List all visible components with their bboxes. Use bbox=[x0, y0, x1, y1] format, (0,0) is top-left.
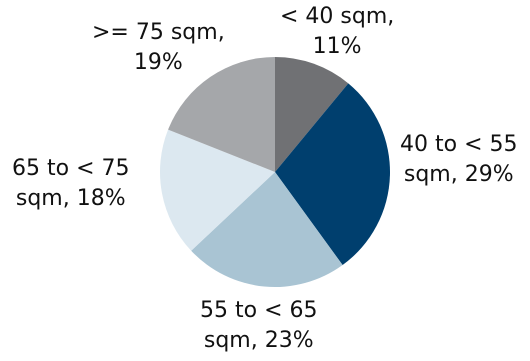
slice-label-55-65: 55 to < 65 sqm, 23% bbox=[200, 296, 318, 356]
slice-label-lt40-line2: 11% bbox=[280, 32, 394, 62]
slice-label-40-55-line1: 40 to < 55 bbox=[400, 130, 518, 160]
slice-label-ge75-line1: >= 75 sqm, bbox=[92, 18, 225, 48]
pie-slices bbox=[160, 57, 390, 287]
slice-label-40-55: 40 to < 55 sqm, 29% bbox=[400, 130, 518, 190]
slice-label-lt40: < 40 sqm, 11% bbox=[280, 2, 394, 62]
slice-label-55-65-line1: 55 to < 65 bbox=[200, 296, 318, 326]
slice-label-65-75-line1: 65 to < 75 bbox=[12, 154, 130, 184]
slice-label-ge75: >= 75 sqm, 19% bbox=[92, 18, 225, 78]
slice-label-lt40-line1: < 40 sqm, bbox=[280, 2, 394, 32]
slice-label-40-55-line2: sqm, 29% bbox=[400, 160, 518, 190]
slice-label-65-75-line2: sqm, 18% bbox=[12, 184, 130, 214]
slice-label-55-65-line2: sqm, 23% bbox=[200, 326, 318, 356]
slice-label-65-75: 65 to < 75 sqm, 18% bbox=[12, 154, 130, 214]
slice-label-ge75-line2: 19% bbox=[92, 48, 225, 78]
